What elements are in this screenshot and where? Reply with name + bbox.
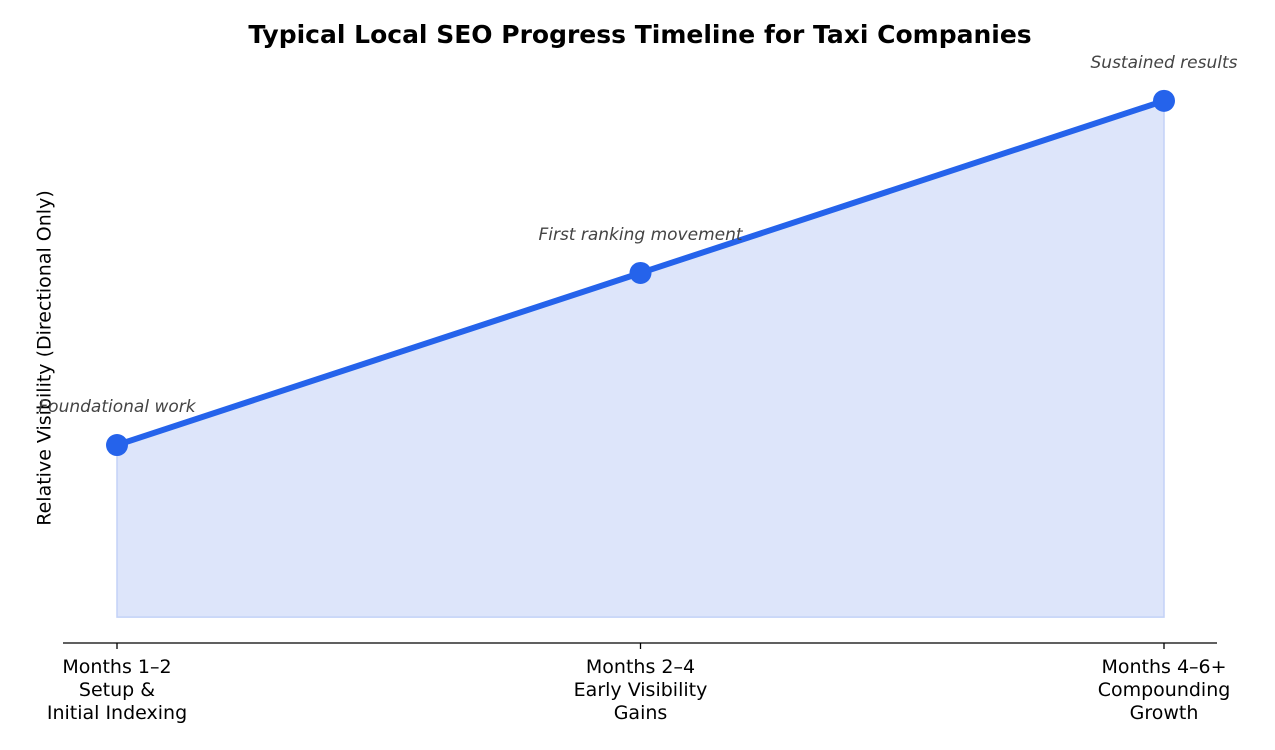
annotation: Foundational work (38, 397, 196, 417)
marker (629, 261, 652, 284)
y-axis-label: Relative Visibility (Directional Only) (34, 190, 56, 525)
x-tick-label: Months 4–6+ Compounding Growth (1098, 656, 1231, 724)
x-tick-label: Months 2–4 Early Visibility Gains (574, 656, 708, 724)
annotation: First ranking movement (538, 225, 743, 245)
annotation: Sustained results (1091, 53, 1238, 73)
x-tick-label: Months 1–2 Setup & Initial Indexing (47, 656, 187, 724)
area (116, 99, 1165, 618)
marker (1153, 89, 1175, 112)
marker (106, 434, 128, 457)
chart-title: Typical Local SEO Progress Timeline for … (248, 20, 1031, 49)
